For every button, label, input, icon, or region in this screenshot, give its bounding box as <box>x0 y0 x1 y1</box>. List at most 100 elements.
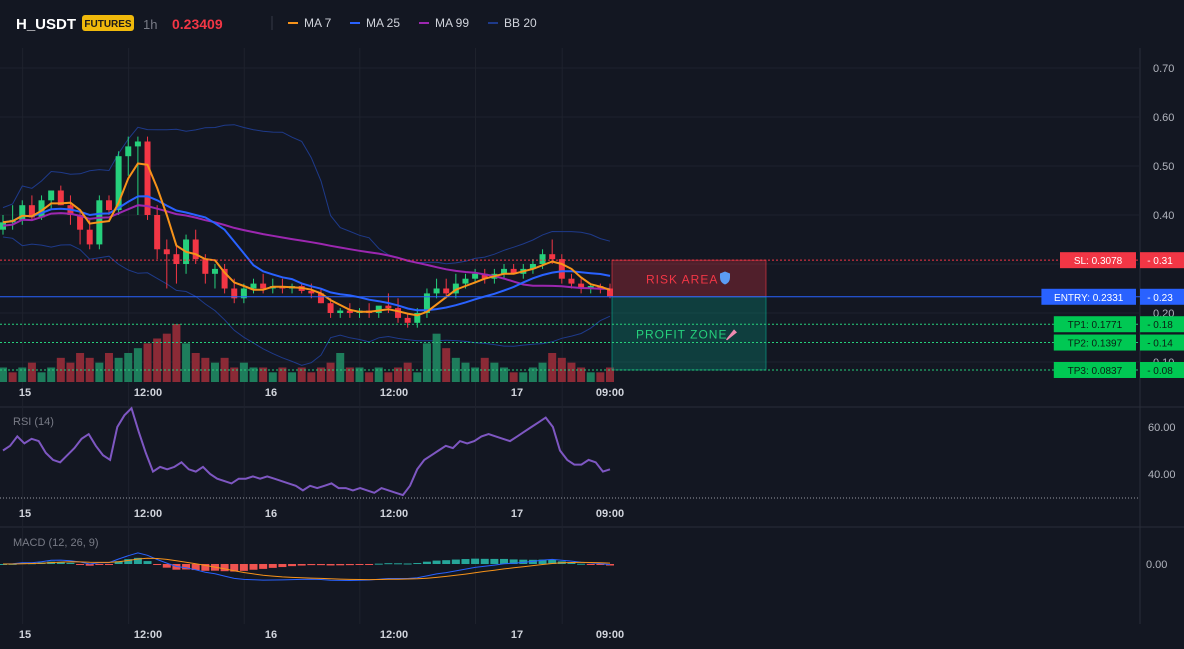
candle-body <box>337 310 344 313</box>
candle-body <box>481 273 488 279</box>
macd-label: MACD (12, 26, 9) <box>13 537 99 549</box>
macd-histogram-bar <box>85 564 94 566</box>
candle-body <box>443 288 450 294</box>
macd-histogram-bar <box>76 564 85 565</box>
macd-histogram-bar <box>249 564 258 570</box>
candle-body <box>240 288 247 299</box>
pane-bg-1 <box>0 408 1140 526</box>
ma99-line <box>2 204 611 290</box>
tp2-axis-bg <box>1140 334 1184 351</box>
candle-body <box>404 317 411 323</box>
time-tick-0-3: 12:00 <box>380 387 408 399</box>
legend-label-1: MA 25 <box>366 16 400 30</box>
macd-signal-line <box>3 557 611 581</box>
macd-histogram-bar <box>403 563 412 565</box>
volume-bar <box>422 343 431 382</box>
volume-bar <box>374 367 383 382</box>
candle-body <box>510 268 517 274</box>
time-tick-1-3: 12:00 <box>380 508 408 520</box>
macd-histogram-bar <box>413 563 422 565</box>
interval-label[interactable]: 1h <box>143 17 157 32</box>
candle-body <box>462 278 469 284</box>
macd-histogram-bar <box>66 562 75 564</box>
chart-header: H_USDT FUTURES 1h 0.23409 MA 7 MA 25 MA 99… <box>0 0 1184 48</box>
futures-badge-bg <box>82 15 134 31</box>
volume-bar <box>336 353 345 382</box>
macd-histogram-bar <box>162 564 171 568</box>
macd-histogram-bar <box>278 564 287 568</box>
candle-body <box>221 268 228 289</box>
macd-histogram-bar <box>345 564 354 566</box>
candle-body <box>163 249 170 255</box>
candle-body <box>529 264 536 269</box>
tp1-label: TP1: 0.1771 <box>1068 320 1123 331</box>
macd-histogram-bar <box>239 564 248 571</box>
volume-bar <box>500 367 509 382</box>
volume-bar <box>249 367 258 382</box>
profit-zone-label: PROFIT ZONE <box>636 327 727 341</box>
macd-histogram-bar <box>336 564 345 566</box>
time-tick-0-0: 15 <box>19 387 31 399</box>
macd-histogram-bar <box>480 558 489 564</box>
indicator-legend: MA 7 MA 25 MA 99 BB 20 <box>288 16 537 30</box>
volume-bar <box>8 372 17 382</box>
volume-bar <box>104 353 113 382</box>
candle-body <box>202 259 209 274</box>
sl-label: SL: 0.3078 <box>1074 256 1123 267</box>
macd-histogram-bar <box>201 564 210 571</box>
macd-histogram-bar <box>451 559 460 564</box>
candle-body <box>385 305 392 309</box>
candle-body <box>77 215 84 230</box>
tp1-label-bg <box>1053 316 1136 333</box>
macd-tick: 0.00 <box>1146 559 1167 571</box>
volume-bar <box>37 372 46 382</box>
candle-body <box>48 190 55 201</box>
macd-histogram-bar <box>586 564 595 565</box>
volume-bar <box>47 367 56 382</box>
volume-bar <box>451 357 460 382</box>
macd-histogram-bar <box>355 564 364 565</box>
macd-histogram-bar <box>191 564 200 571</box>
tp1-axis-bg <box>1140 316 1184 333</box>
price-tick-3: 0.40 <box>1153 210 1174 222</box>
candle-body <box>57 190 64 206</box>
macd-histogram-bar <box>422 561 431 564</box>
macd-histogram-bar <box>316 564 325 566</box>
candle-body <box>501 268 508 274</box>
candle-body <box>115 156 122 211</box>
header-svg: H_USDT FUTURES 1h 0.23409 MA 7 MA 25 MA 99… <box>16 15 537 33</box>
candle-body <box>211 268 218 274</box>
volume-bar <box>95 362 104 382</box>
volume-bar <box>355 367 364 382</box>
price-tick-2: 0.50 <box>1153 161 1174 173</box>
price-tick-1: 0.60 <box>1153 112 1174 124</box>
futures-badge: FUTURES <box>84 19 132 30</box>
macd-histogram-bar <box>374 563 383 565</box>
volume-bar <box>538 362 547 382</box>
symbol-label[interactable]: H_USDT <box>16 16 76 33</box>
volume-bar <box>606 367 614 382</box>
volume-bar <box>259 367 268 382</box>
volume-bar <box>191 353 200 382</box>
volume-bar <box>316 367 325 382</box>
time-tick-1-0: 15 <box>19 508 31 520</box>
time-tick-0-4: 17 <box>511 387 523 399</box>
volume-bar <box>403 362 412 382</box>
macd-histogram-bar <box>133 557 142 564</box>
volume-bar <box>432 333 441 382</box>
volume-bar <box>548 353 557 382</box>
macd-histogram-bar <box>143 561 152 564</box>
candle-body <box>549 254 556 260</box>
macd-histogram-bar <box>384 563 393 565</box>
macd-histogram-bar <box>307 564 316 566</box>
macd-histogram-bar <box>326 564 335 566</box>
volume-bar <box>162 333 171 382</box>
volume-bar <box>413 372 422 382</box>
profit-zone <box>611 296 767 371</box>
chart-panes[interactable]: 0.700.600.500.400.300.200.101512:001612:… <box>0 48 1184 649</box>
macd-histogram-bar <box>95 564 104 565</box>
macd-histogram-bar <box>394 563 403 565</box>
ma25-line <box>2 195 611 312</box>
candle-body <box>28 205 35 218</box>
candle-body <box>38 200 45 218</box>
